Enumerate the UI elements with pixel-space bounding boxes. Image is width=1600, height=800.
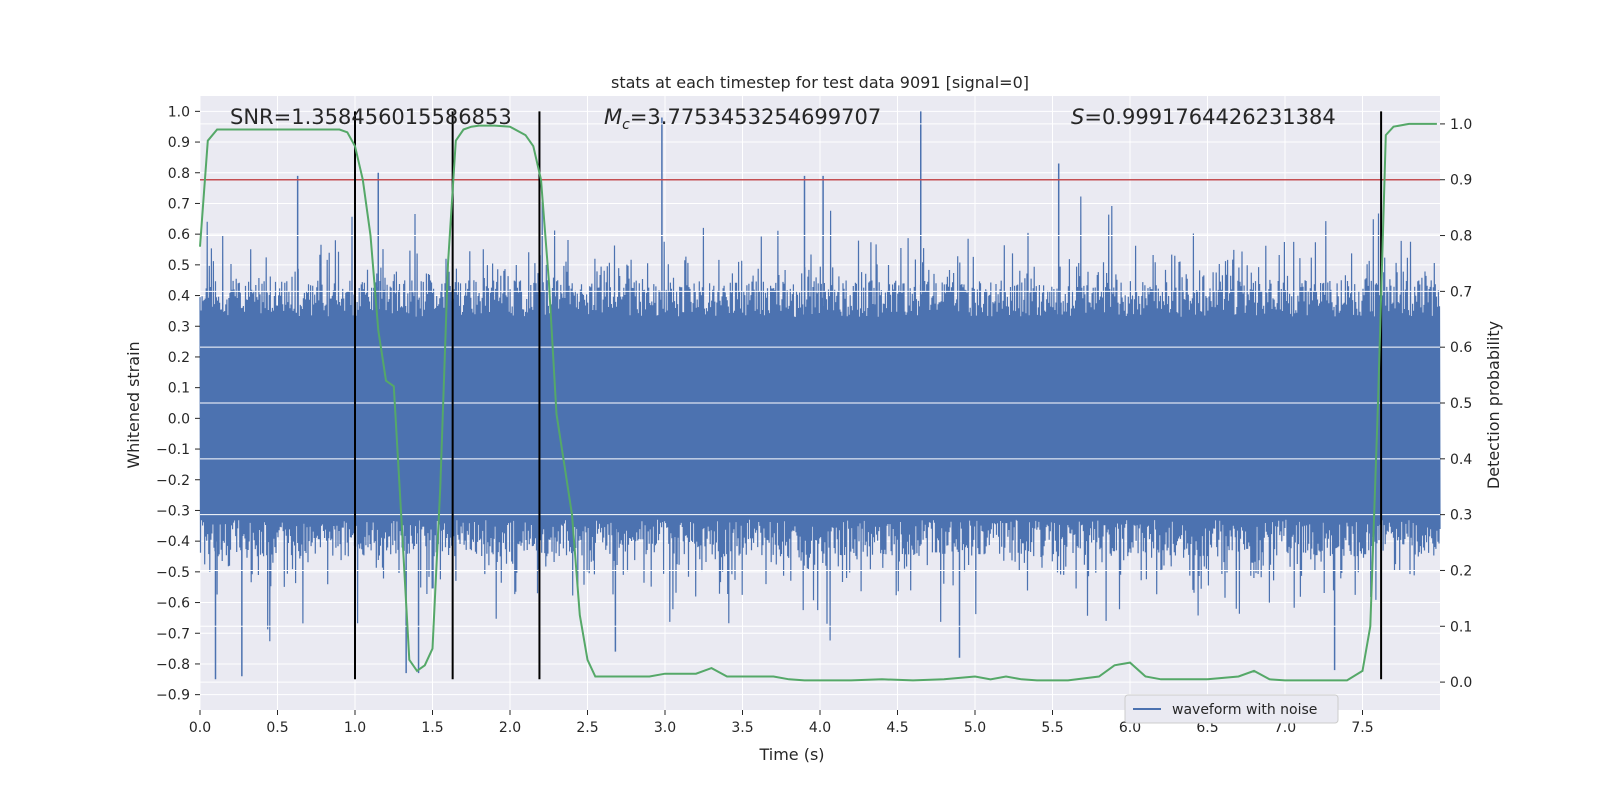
y-right-tick-label: 0.0 — [1450, 675, 1472, 691]
right-y-axis-ticks: 1.0 0.9 0.8 0.7 0.6 0.5 0.4 0.3 0.2 0.1 0.0 — [1440, 117, 1472, 691]
y-right-tick-label: 0.1 — [1450, 619, 1472, 635]
y-right-tick-label: 0.3 — [1450, 508, 1472, 524]
y-left-tick-label: 0.5 — [168, 258, 190, 274]
left-y-axis-label: Whitened strain — [124, 341, 143, 468]
right-axis-gridlines — [200, 123, 1440, 683]
x-tick-label: 3.5 — [731, 720, 753, 736]
x-tick-label: 7.0 — [1274, 720, 1296, 736]
x-tick-label: 7.5 — [1351, 720, 1373, 736]
y-left-tick-label: −0.3 — [156, 503, 190, 519]
y-right-tick-label: 0.9 — [1450, 173, 1472, 189]
y-right-tick-label: 0.2 — [1450, 563, 1472, 579]
x-axis-label: Time (s) — [758, 745, 824, 764]
chirp-mass-annotation: Mc=3.7753453254699707 — [604, 105, 881, 133]
snr-annotation: SNR=1.358456015586853 — [230, 105, 512, 129]
x-tick-label: 4.5 — [886, 720, 908, 736]
detection-probability-line — [199, 122, 1437, 682]
waveform-series — [199, 111, 1441, 680]
y-right-tick-label: 0.6 — [1450, 340, 1472, 356]
x-tick-label: 1.5 — [421, 720, 443, 736]
y-right-tick-label: 0.7 — [1450, 284, 1472, 300]
x-tick-label: 6.0 — [1119, 720, 1141, 736]
x-tick-label: 6.5 — [1196, 720, 1218, 736]
chart-title: stats at each timestep for test data 909… — [611, 73, 1029, 92]
y-left-tick-label: −0.1 — [156, 442, 190, 458]
y-left-tick-label: −0.5 — [156, 565, 190, 581]
x-tick-label: 0.0 — [189, 720, 211, 736]
y-left-tick-label: 0.6 — [168, 227, 190, 243]
x-tick-label: 0.5 — [266, 720, 288, 736]
y-left-tick-label: 0.2 — [168, 350, 190, 366]
y-left-tick-label: 0.9 — [168, 135, 190, 151]
x-tick-label: 4.0 — [809, 720, 831, 736]
legend: waveform with noise — [1124, 694, 1339, 724]
y-left-tick-label: −0.4 — [156, 534, 190, 550]
x-tick-label: 5.5 — [1041, 720, 1063, 736]
y-left-tick-label: −0.7 — [156, 626, 190, 642]
y-right-tick-label: 0.8 — [1450, 229, 1472, 245]
y-left-tick-label: 1.0 — [168, 104, 190, 120]
legend-label: waveform with noise — [1172, 702, 1317, 718]
x-axis-ticks: 0.0 0.5 1.0 1.5 2.0 2.5 3.0 3.5 4.0 4.5 5.0 5.5 6.0 6… — [189, 710, 1374, 736]
chirp-mass-subscript: c — [622, 117, 630, 133]
y-left-tick-label: 0.4 — [168, 289, 190, 305]
y-left-tick-label: 0.0 — [168, 411, 190, 427]
y-left-tick-label: −0.9 — [156, 688, 190, 704]
x-tick-label: 2.5 — [576, 720, 598, 736]
x-tick-label: 2.0 — [499, 720, 521, 736]
y-right-tick-label: 0.5 — [1450, 396, 1472, 412]
y-left-tick-label: 0.8 — [168, 166, 190, 182]
score-annotation: S=0.9991764426231384 — [1071, 105, 1336, 129]
chirp-mass-value: =3.7753453254699707 — [630, 105, 881, 129]
y-right-tick-label: 1.0 — [1450, 117, 1472, 133]
vertical-markers — [354, 111, 1383, 680]
y-left-tick-label: −0.2 — [156, 473, 190, 489]
score-symbol: S — [1071, 105, 1084, 129]
y-left-tick-label: −0.6 — [156, 596, 190, 612]
legend-box — [1124, 694, 1339, 724]
left-y-axis-ticks: 1.0 0.9 0.8 0.7 0.6 0.5 0.4 0.3 0.2 0.1 0.0 −0.1 −0.… — [156, 104, 200, 704]
x-tick-label: 3.0 — [654, 720, 676, 736]
x-tick-label: 1.0 — [344, 720, 366, 736]
x-tick-label: 5.0 — [964, 720, 986, 736]
score-value: =0.9991764426231384 — [1084, 105, 1335, 129]
y-left-tick-label: 0.3 — [168, 319, 190, 335]
y-left-tick-label: 0.1 — [168, 381, 190, 397]
y-right-tick-label: 0.4 — [1450, 452, 1472, 468]
chirp-mass-symbol: M — [604, 105, 622, 129]
y-left-tick-label: −0.8 — [156, 657, 190, 673]
y-left-tick-label: 0.7 — [168, 196, 190, 212]
right-y-axis-label: Detection probability — [1484, 321, 1503, 489]
